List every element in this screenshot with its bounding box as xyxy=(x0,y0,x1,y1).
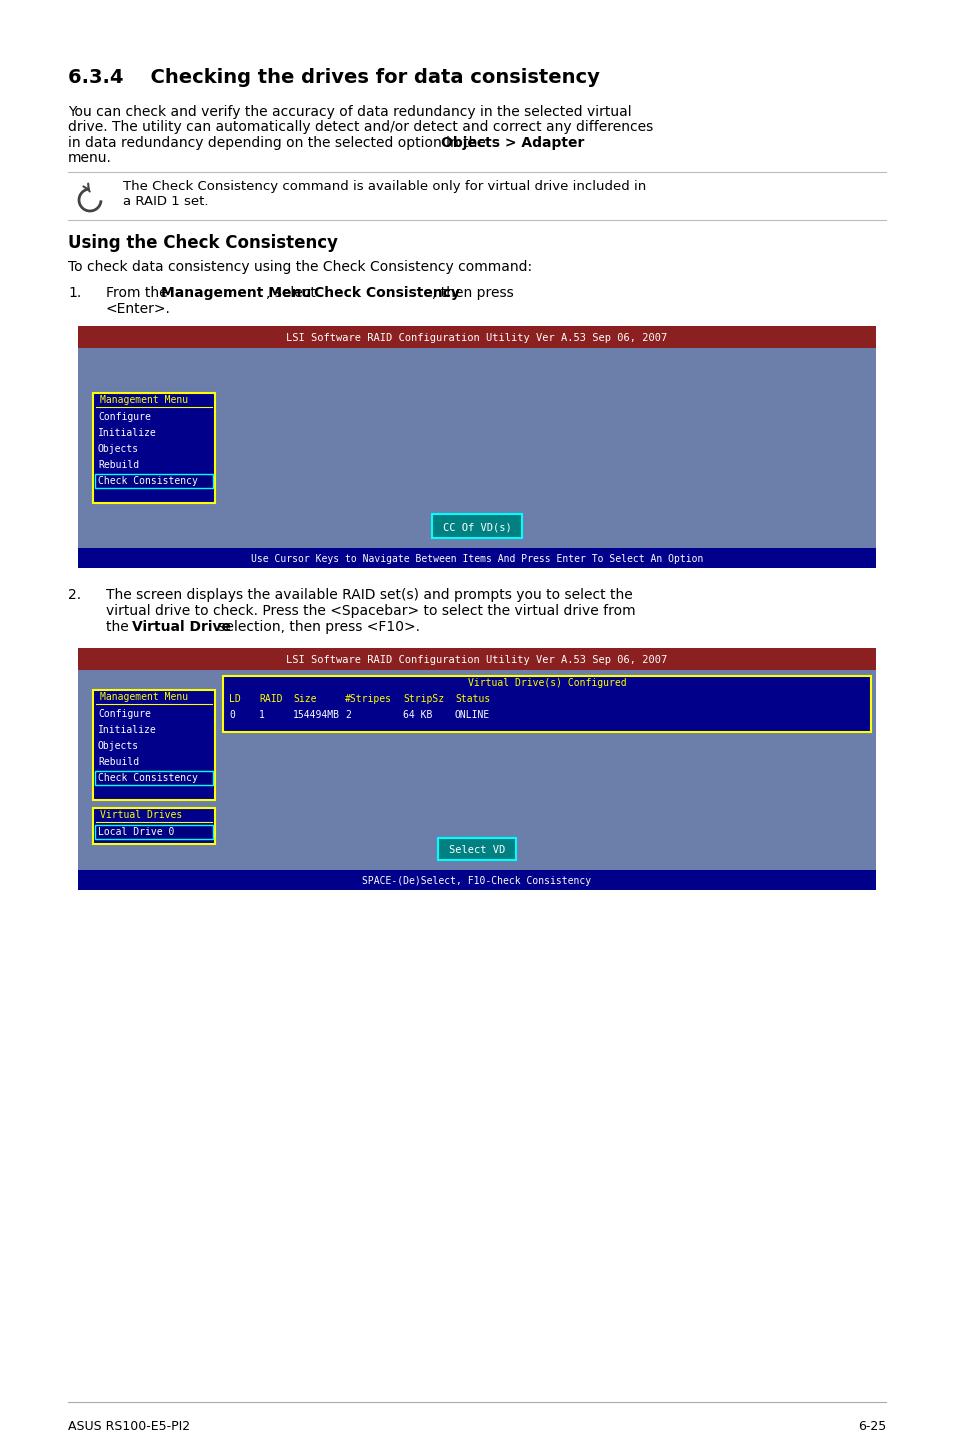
Text: menu.: menu. xyxy=(68,151,112,165)
Text: 2.: 2. xyxy=(68,588,81,603)
Bar xyxy=(95,771,213,785)
Text: a RAID 1 set.: a RAID 1 set. xyxy=(123,196,209,209)
Text: 0: 0 xyxy=(229,710,234,720)
Text: Virtual Drive(s) Configured: Virtual Drive(s) Configured xyxy=(467,677,626,687)
Text: Using the Check Consistency: Using the Check Consistency xyxy=(68,234,337,252)
Text: Objects: Objects xyxy=(98,741,139,751)
Text: Initialize: Initialize xyxy=(98,429,156,439)
Text: 6-25: 6-25 xyxy=(857,1419,885,1434)
Text: the: the xyxy=(106,620,133,634)
Text: Objects: Objects xyxy=(98,444,139,454)
Bar xyxy=(223,676,870,732)
Text: Objects > Adapter: Objects > Adapter xyxy=(440,137,584,150)
Text: To check data consistency using the Check Consistency command:: To check data consistency using the Chec… xyxy=(68,260,532,275)
Bar xyxy=(78,649,875,890)
Text: , select: , select xyxy=(266,286,320,301)
Bar xyxy=(92,393,214,503)
Text: 6.3.4    Checking the drives for data consistency: 6.3.4 Checking the drives for data consi… xyxy=(68,68,599,88)
Text: 154494MB: 154494MB xyxy=(293,710,339,720)
Text: Virtual Drives: Virtual Drives xyxy=(100,810,182,820)
Text: Management Menu: Management Menu xyxy=(100,692,188,702)
Text: Management Menu: Management Menu xyxy=(161,286,311,301)
Text: Initialize: Initialize xyxy=(98,725,156,735)
Text: Status: Status xyxy=(455,695,490,705)
Text: You can check and verify the accuracy of data redundancy in the selected virtual: You can check and verify the accuracy of… xyxy=(68,105,631,119)
Bar xyxy=(78,870,875,890)
Text: The Check Consistency command is available only for virtual drive included in: The Check Consistency command is availab… xyxy=(123,180,645,193)
Text: From the: From the xyxy=(106,286,172,301)
Text: LD: LD xyxy=(229,695,240,705)
Text: Check Consistency: Check Consistency xyxy=(98,476,197,486)
Text: ASUS RS100-E5-PI2: ASUS RS100-E5-PI2 xyxy=(68,1419,190,1434)
Bar xyxy=(437,838,516,860)
Text: <Enter>.: <Enter>. xyxy=(106,302,171,316)
Text: Management Menu: Management Menu xyxy=(100,395,188,406)
Text: 1: 1 xyxy=(258,710,265,720)
Text: 64 KB: 64 KB xyxy=(402,710,432,720)
Bar xyxy=(78,649,875,670)
Bar xyxy=(78,326,875,568)
Bar xyxy=(92,690,214,800)
Bar xyxy=(95,475,213,487)
Bar xyxy=(95,825,213,838)
Text: Local Drive 0: Local Drive 0 xyxy=(98,827,174,837)
Text: CC Of VD(s): CC Of VD(s) xyxy=(442,522,511,532)
Text: RAID: RAID xyxy=(258,695,282,705)
Text: SPACE-(De)Select, F10-Check Consistency: SPACE-(De)Select, F10-Check Consistency xyxy=(362,876,591,886)
Text: Configure: Configure xyxy=(98,709,151,719)
Text: Rebuild: Rebuild xyxy=(98,460,139,470)
Text: #Stripes: #Stripes xyxy=(345,695,392,705)
Text: Select VD: Select VD xyxy=(449,846,504,856)
Bar xyxy=(92,808,214,844)
Text: Size: Size xyxy=(293,695,316,705)
Bar xyxy=(78,326,875,348)
Text: Check Consistency: Check Consistency xyxy=(98,774,197,784)
Text: Use Cursor Keys to Navigate Between Items And Press Enter To Select An Option: Use Cursor Keys to Navigate Between Item… xyxy=(251,554,702,564)
Text: 2: 2 xyxy=(345,710,351,720)
Text: Virtual Drive: Virtual Drive xyxy=(132,620,231,634)
Text: drive. The utility can automatically detect and/or detect and correct any differ: drive. The utility can automatically det… xyxy=(68,121,653,135)
Text: virtual drive to check. Press the <Spacebar> to select the virtual drive from: virtual drive to check. Press the <Space… xyxy=(106,604,635,618)
Bar xyxy=(78,548,875,568)
Bar xyxy=(432,513,521,538)
Text: LSI Software RAID Configuration Utility Ver A.53 Sep 06, 2007: LSI Software RAID Configuration Utility … xyxy=(286,334,667,344)
Text: in data redundancy depending on the selected option in the: in data redundancy depending on the sele… xyxy=(68,137,490,150)
Text: StripSz: StripSz xyxy=(402,695,444,705)
Text: LSI Software RAID Configuration Utility Ver A.53 Sep 06, 2007: LSI Software RAID Configuration Utility … xyxy=(286,654,667,664)
Text: The screen displays the available RAID set(s) and prompts you to select the: The screen displays the available RAID s… xyxy=(106,588,632,603)
Text: Check Consistency: Check Consistency xyxy=(314,286,459,301)
Text: selection, then press <F10>.: selection, then press <F10>. xyxy=(213,620,419,634)
Text: 1.: 1. xyxy=(68,286,81,301)
Text: ONLINE: ONLINE xyxy=(455,710,490,720)
Text: , then press: , then press xyxy=(432,286,514,301)
Text: Rebuild: Rebuild xyxy=(98,756,139,766)
Text: Configure: Configure xyxy=(98,413,151,421)
